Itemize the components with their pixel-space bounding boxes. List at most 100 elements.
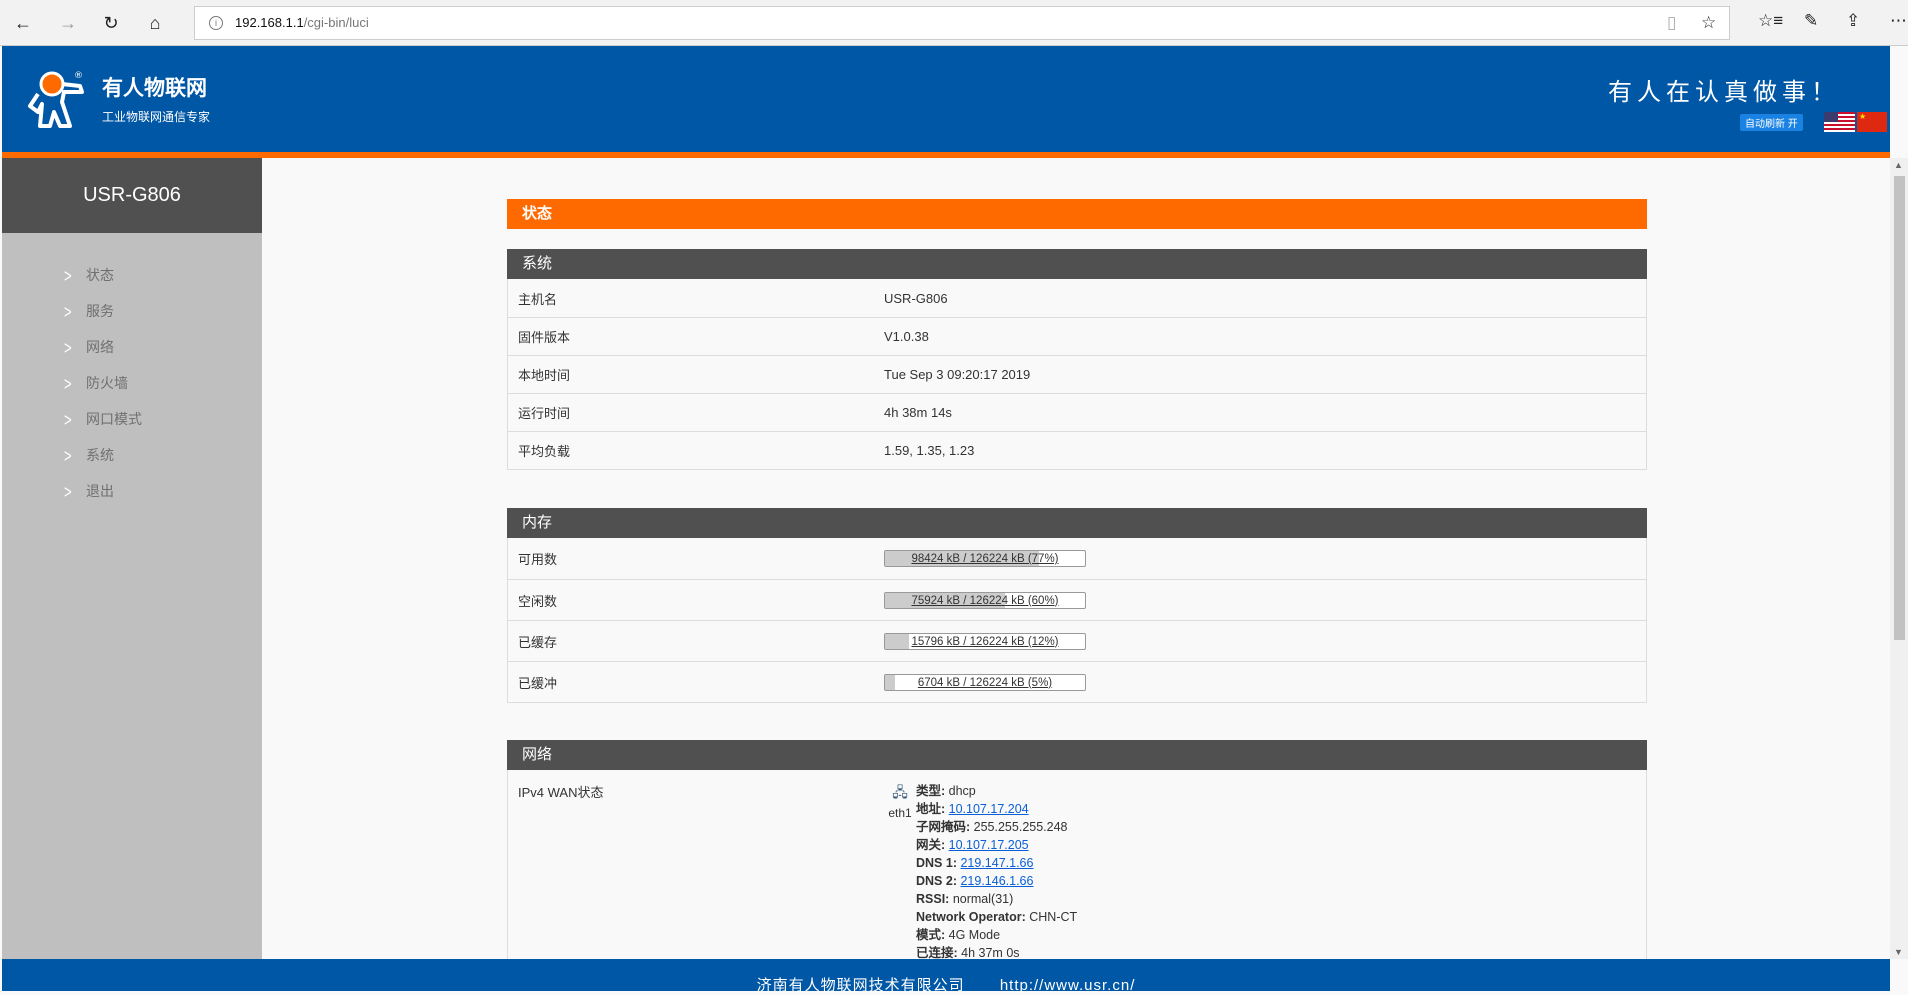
key: Network Operator: bbox=[916, 910, 1026, 924]
key: 模式: bbox=[916, 928, 946, 942]
row-label: 运行时间 bbox=[518, 406, 571, 421]
address-bar[interactable]: i 192.168.1.1/cgi-bin/luci ▯ ☆ bbox=[194, 6, 1730, 40]
sidebar-item[interactable]: > 退出 bbox=[2, 473, 262, 509]
progress-fill bbox=[885, 592, 1005, 608]
progress-text: 15796 kB / 126224 kB (12%) bbox=[911, 635, 1059, 648]
key: DNS 1: bbox=[916, 856, 957, 870]
table-row: 已缓冲 6704 kB / 126224 kB (5%) bbox=[508, 661, 1646, 702]
sidebar-item[interactable]: > 网口模式 bbox=[2, 401, 262, 437]
row-label: 已缓冲 bbox=[518, 675, 558, 691]
table-row: 平均负载 1.59, 1.35, 1.23 bbox=[508, 431, 1646, 469]
scrollbar[interactable]: ▲ ▼ bbox=[1890, 158, 1908, 959]
wan-info-line: 类型: dhcp bbox=[916, 782, 1077, 800]
header-divider bbox=[2, 152, 1890, 158]
network-section: 网络 IPv4 WAN状态 🖧 eth1 类型: dhcp 地址: 10.107.1… bbox=[507, 740, 1647, 959]
row-value: USR-G806 bbox=[884, 290, 948, 306]
progress-text: 6704 kB / 126224 kB (5%) bbox=[917, 676, 1053, 689]
wan-label: IPv4 WAN状态 bbox=[518, 785, 604, 800]
memory-section: 内存 可用数 98424 kB / 126224 kB (77%) 空闲数 75924… bbox=[507, 508, 1647, 703]
table-row: 本地时间 Tue Sep 3 09:20:17 2019 bbox=[508, 355, 1646, 393]
page-title: 状态 bbox=[507, 199, 1647, 229]
sidebar-item-label: 退出 bbox=[86, 483, 114, 499]
chevron-right-icon: > bbox=[64, 264, 72, 286]
memory-progress-bar: 6704 kB / 126224 kB (5%) bbox=[884, 673, 1086, 691]
sidebar-item-label: 服务 bbox=[86, 303, 114, 319]
wan-info-line: 模式: 4G Mode bbox=[916, 926, 1077, 944]
back-icon[interactable]: ← bbox=[14, 13, 32, 33]
row-value: V1.0.38 bbox=[884, 329, 929, 344]
svg-text:®: ® bbox=[74, 71, 83, 81]
value-link[interactable]: 219.146.1.66 bbox=[960, 874, 1034, 888]
favorite-star-icon[interactable]: ☆ bbox=[1701, 13, 1717, 32]
site-header: ® 有人物联网 工业物联网通信专家 有人在认真做事！ 自动刷新 开 ★ bbox=[2, 46, 1890, 152]
scroll-up-icon[interactable]: ▲ bbox=[1894, 160, 1903, 170]
key: 地址: bbox=[916, 802, 946, 816]
wan-info-line: 网关: 10.107.17.205 bbox=[916, 836, 1077, 854]
refresh-icon[interactable]: ↻ bbox=[103, 13, 119, 33]
table-row: 运行时间 4h 38m 14s bbox=[508, 393, 1646, 431]
table-row: 主机名 USR-G806 bbox=[508, 279, 1646, 317]
english-flag-icon[interactable] bbox=[1824, 112, 1855, 132]
share-icon[interactable]: ⇪ bbox=[1846, 11, 1861, 30]
table-row: 可用数 98424 kB / 126224 kB (77%) bbox=[508, 538, 1646, 579]
sidebar-item[interactable]: > 网络 bbox=[2, 329, 262, 365]
reading-view-icon[interactable]: ▯ bbox=[1667, 13, 1677, 32]
wan-info-line: 地址: 10.107.17.204 bbox=[916, 800, 1077, 818]
memory-progress-bar: 15796 kB / 126224 kB (12%) bbox=[884, 632, 1086, 650]
row-label: 平均负载 bbox=[518, 444, 571, 459]
chinese-flag-icon[interactable]: ★ bbox=[1857, 112, 1887, 132]
scroll-down-icon[interactable]: ▼ bbox=[1894, 947, 1903, 957]
scrollbar-thumb[interactable] bbox=[1894, 176, 1905, 640]
main-content: 状态 系统 主机名 USR-G806 固件版本 V1.0.38 本地时间 Tue Sep … bbox=[262, 158, 1890, 959]
chevron-right-icon: > bbox=[64, 480, 72, 502]
network-interface-icon: 🖧 bbox=[892, 784, 908, 800]
chevron-right-icon: > bbox=[64, 372, 72, 394]
sidebar-item-label: 网口模式 bbox=[86, 411, 142, 427]
row-value: Tue Sep 3 09:20:17 2019 bbox=[884, 367, 1031, 382]
row-label: 固件版本 bbox=[518, 330, 571, 345]
row-value: 4h 38m 14s bbox=[884, 405, 952, 420]
table-row: 已缓存 15796 kB / 126224 kB (12%) bbox=[508, 620, 1646, 661]
sidebar-item-label: 系统 bbox=[86, 447, 114, 463]
browser-toolbar: ← → ↻ ⌂ i 192.168.1.1/cgi-bin/luci ▯ ☆ ☆… bbox=[0, 0, 1908, 46]
info-icon[interactable]: i bbox=[209, 16, 223, 30]
key: 类型: bbox=[916, 784, 946, 798]
row-label: 本地时间 bbox=[518, 368, 571, 383]
forward-icon[interactable]: → bbox=[59, 13, 77, 33]
site-footer: 济南有人物联网技术有限公司 http://www.usr.cn/ bbox=[2, 959, 1890, 994]
brand-name: 有人物联网 bbox=[102, 77, 207, 100]
row-label: 可用数 bbox=[518, 552, 558, 567]
sidebar-item[interactable]: > 系统 bbox=[2, 437, 262, 473]
value-link[interactable]: 10.107.17.205 bbox=[948, 838, 1029, 852]
section-heading: 系统 bbox=[507, 249, 1647, 279]
brand-tagline: 工业物联网通信专家 bbox=[102, 110, 211, 124]
chevron-right-icon: > bbox=[64, 300, 72, 322]
value: dhcp bbox=[948, 784, 976, 798]
chevron-right-icon: > bbox=[64, 408, 72, 430]
more-icon[interactable]: ⋯ bbox=[1890, 11, 1907, 30]
progress-text: 98424 kB / 126224 kB (77%) bbox=[911, 553, 1059, 565]
memory-progress-bar: 75924 kB / 126224 kB (60%) bbox=[884, 591, 1086, 609]
auto-refresh-toggle[interactable]: 自动刷新 开 bbox=[1740, 114, 1803, 131]
slogan: 有人在认真做事！ bbox=[1608, 79, 1840, 106]
key: RSSI: bbox=[916, 892, 950, 906]
pen-icon[interactable]: ✎ bbox=[1804, 11, 1819, 30]
device-name: USR-G806 bbox=[2, 158, 262, 233]
value-link[interactable]: 219.147.1.66 bbox=[960, 856, 1034, 870]
key: DNS 2: bbox=[916, 874, 957, 888]
sidebar-item[interactable]: > 状态 bbox=[2, 257, 262, 293]
row-value: 1.59, 1.35, 1.23 bbox=[884, 443, 975, 458]
progress-text: 75924 kB / 126224 kB (60%) bbox=[911, 594, 1059, 607]
value-link[interactable]: 10.107.17.204 bbox=[948, 802, 1029, 816]
wan-info-line: RSSI: normal(31) bbox=[916, 890, 1077, 908]
favorites-list-icon[interactable]: ☆≡ bbox=[1758, 11, 1784, 30]
sidebar-item[interactable]: > 防火墙 bbox=[2, 365, 262, 401]
home-icon[interactable]: ⌂ bbox=[149, 13, 161, 33]
website-link[interactable]: http://www.usr.cn/ bbox=[999, 977, 1136, 994]
sidebar: USR-G806 > 状态 > 服务 > 网络 > 防火墙 > 网口模式 > 系统 > 退出 bbox=[2, 158, 262, 959]
sidebar-item-label: 防火墙 bbox=[86, 375, 128, 391]
key: 子网掩码: bbox=[916, 820, 971, 834]
wan-info-line: DNS 1: 219.147.1.66 bbox=[916, 854, 1077, 872]
sidebar-item[interactable]: > 服务 bbox=[2, 293, 262, 329]
table-row: 固件版本 V1.0.38 bbox=[508, 317, 1646, 355]
